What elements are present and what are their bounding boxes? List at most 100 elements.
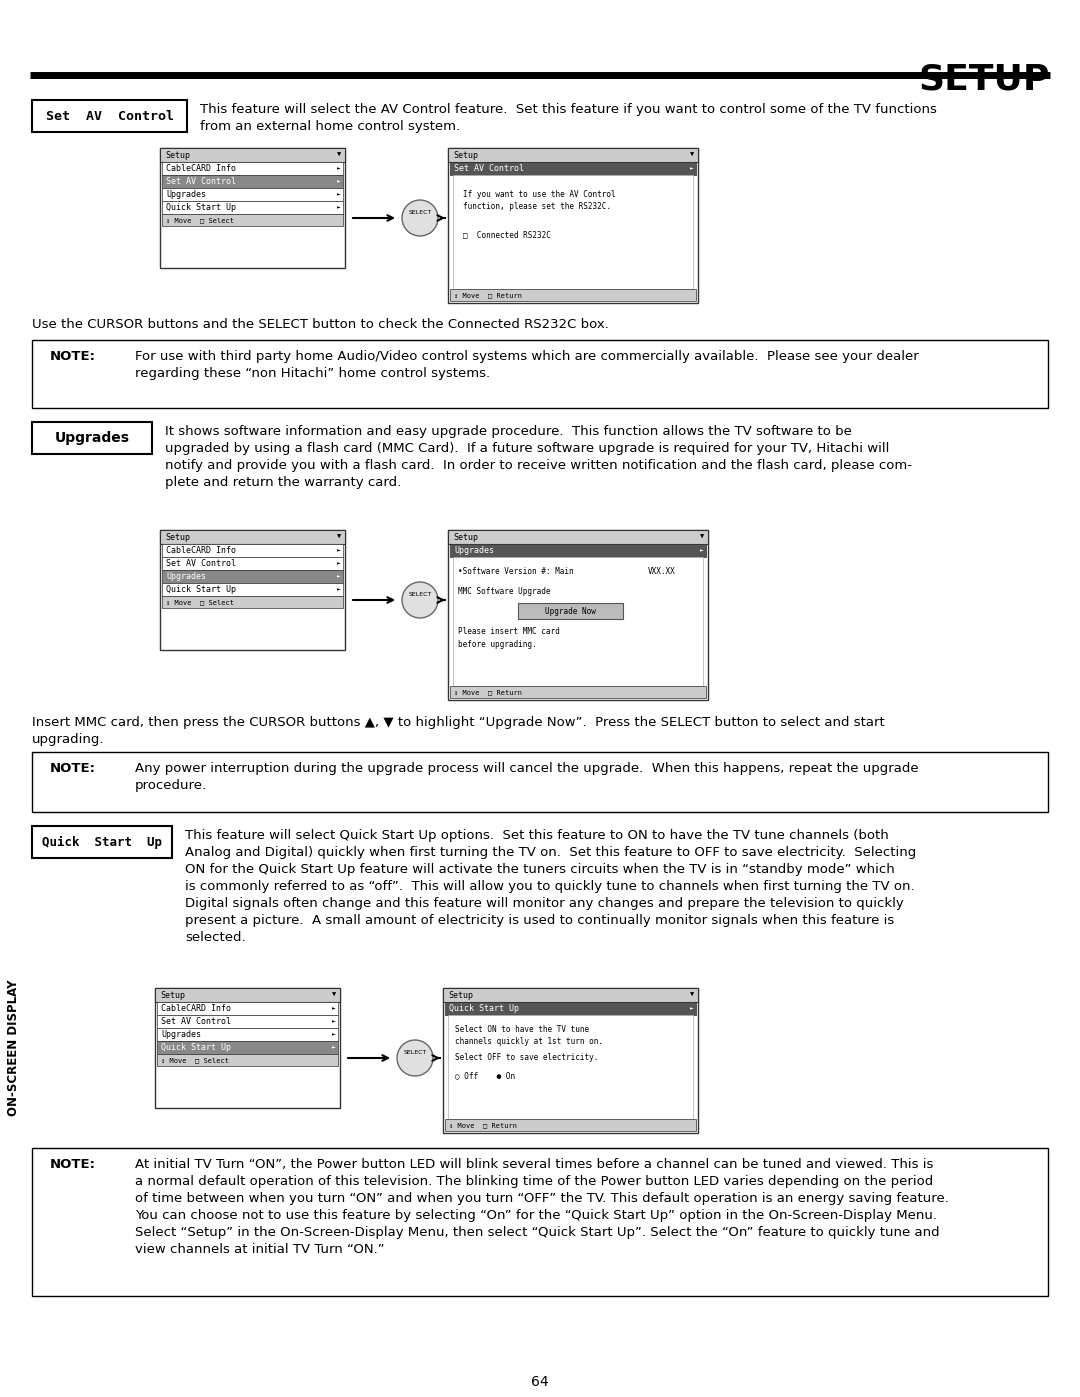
Text: Please insert MMC card: Please insert MMC card: [458, 627, 559, 636]
Bar: [160, 529, 345, 543]
Text: At initial TV Turn “ON”, the Power button LED will blink several times before a : At initial TV Turn “ON”, the Power butto…: [135, 1158, 949, 1256]
Text: SELECT: SELECT: [408, 211, 432, 215]
Text: ↕ Move  □ Return: ↕ Move □ Return: [449, 1122, 517, 1127]
Text: Setup: Setup: [165, 151, 190, 159]
Text: ►: ►: [337, 562, 341, 566]
Text: ►: ►: [337, 587, 341, 592]
Text: ►: ►: [337, 191, 341, 197]
Bar: [448, 1016, 693, 1119]
Bar: [160, 148, 345, 162]
Bar: [443, 988, 698, 1133]
Text: ►: ►: [333, 1018, 336, 1024]
Text: ►: ►: [337, 166, 341, 170]
Text: Quick Start Up: Quick Start Up: [166, 203, 237, 212]
Text: CableCARD Info: CableCARD Info: [166, 163, 237, 173]
Bar: [162, 583, 343, 597]
Circle shape: [402, 200, 438, 236]
Text: ▼: ▼: [337, 534, 341, 541]
Text: Set AV Control: Set AV Control: [454, 163, 524, 173]
Text: Quick  Start  Up: Quick Start Up: [42, 835, 162, 848]
Bar: [157, 1053, 338, 1066]
Text: ►: ►: [690, 166, 693, 170]
Text: Upgrades: Upgrades: [166, 190, 206, 198]
Text: Set AV Control: Set AV Control: [166, 177, 237, 186]
Bar: [162, 189, 343, 201]
Bar: [157, 1028, 338, 1041]
Circle shape: [402, 583, 438, 617]
Bar: [162, 162, 343, 175]
Text: It shows software information and easy upgrade procedure.  This function allows : It shows software information and easy u…: [165, 425, 912, 489]
Bar: [162, 597, 343, 608]
Text: NOTE:: NOTE:: [50, 351, 96, 363]
Text: Any power interruption during the upgrade process will cancel the upgrade.  When: Any power interruption during the upgrad…: [135, 761, 919, 792]
Bar: [453, 175, 693, 289]
Text: ↕ Move  □ Return: ↕ Move □ Return: [454, 689, 522, 694]
Text: NOTE:: NOTE:: [50, 761, 96, 775]
Text: ►: ►: [337, 548, 341, 553]
Text: ►: ►: [690, 1006, 693, 1011]
Text: NOTE:: NOTE:: [50, 1158, 96, 1171]
Text: ►: ►: [337, 205, 341, 210]
Bar: [448, 529, 708, 543]
Text: Select OFF to save electricity.: Select OFF to save electricity.: [455, 1053, 598, 1062]
Bar: [32, 1148, 1048, 1296]
Text: ▼: ▼: [690, 152, 694, 158]
Text: ↕ Move  □ Select: ↕ Move □ Select: [166, 599, 234, 605]
Text: This feature will select the AV Control feature.  Set this feature if you want t: This feature will select the AV Control …: [200, 103, 936, 133]
Text: SELECT: SELECT: [408, 592, 432, 598]
Bar: [162, 570, 343, 583]
Bar: [157, 1002, 338, 1016]
Circle shape: [397, 1039, 433, 1076]
Text: For use with third party home Audio/Video control systems which are commercially: For use with third party home Audio/Vide…: [135, 351, 919, 380]
Text: Upgrades: Upgrades: [454, 546, 494, 555]
Bar: [443, 988, 698, 1002]
Bar: [157, 1041, 338, 1053]
Text: Use the CURSOR buttons and the SELECT button to check the Connected RS232C box.: Use the CURSOR buttons and the SELECT bu…: [32, 319, 609, 331]
Bar: [32, 101, 187, 131]
Bar: [32, 826, 172, 858]
Text: Upgrades: Upgrades: [166, 571, 206, 581]
Text: Set AV Control: Set AV Control: [166, 559, 237, 569]
Bar: [32, 752, 1048, 812]
Text: before upgrading.: before upgrading.: [458, 640, 537, 650]
Text: ON-SCREEN DISPLAY: ON-SCREEN DISPLAY: [8, 979, 21, 1116]
Bar: [162, 214, 343, 226]
Text: ►: ►: [333, 1006, 336, 1011]
Text: Set  AV  Control: Set AV Control: [45, 109, 174, 123]
Text: SELECT: SELECT: [403, 1051, 427, 1056]
Bar: [445, 1119, 696, 1132]
Text: ▼: ▼: [332, 992, 336, 997]
Text: Upgrades: Upgrades: [161, 1030, 201, 1039]
Text: Set AV Control: Set AV Control: [161, 1017, 231, 1025]
Text: function, please set the RS232C.: function, please set the RS232C.: [463, 203, 611, 211]
Text: This feature will select Quick Start Up options.  Set this feature to ON to have: This feature will select Quick Start Up …: [185, 828, 916, 944]
Bar: [445, 1002, 696, 1016]
Bar: [450, 686, 706, 698]
Bar: [160, 529, 345, 650]
Text: ↕ Move  □ Select: ↕ Move □ Select: [166, 217, 234, 224]
Bar: [162, 557, 343, 570]
Text: Setup: Setup: [160, 990, 185, 999]
Text: SETUP: SETUP: [919, 63, 1050, 96]
Text: ▼: ▼: [337, 152, 341, 158]
Text: ▼: ▼: [700, 534, 704, 541]
Text: Insert MMC card, then press the CURSOR buttons ▲, ▼ to highlight “Upgrade Now”. : Insert MMC card, then press the CURSOR b…: [32, 717, 885, 746]
Text: Setup: Setup: [453, 151, 478, 159]
Text: ►: ►: [337, 179, 341, 184]
Text: CableCARD Info: CableCARD Info: [161, 1004, 231, 1013]
Bar: [162, 201, 343, 214]
Text: CableCARD Info: CableCARD Info: [166, 546, 237, 555]
Text: Quick Start Up: Quick Start Up: [166, 585, 237, 594]
Bar: [453, 557, 703, 686]
Bar: [160, 148, 345, 268]
Bar: [32, 422, 152, 454]
Text: Upgrades: Upgrades: [54, 432, 130, 446]
Text: Quick Start Up: Quick Start Up: [449, 1004, 519, 1013]
Text: MMC Software Upgrade: MMC Software Upgrade: [458, 587, 551, 597]
Text: Quick Start Up: Quick Start Up: [161, 1044, 231, 1052]
Text: channels quickly at 1st turn on.: channels quickly at 1st turn on.: [455, 1037, 603, 1046]
Text: ○ Off    ● On: ○ Off ● On: [455, 1071, 515, 1080]
Bar: [450, 162, 696, 175]
Bar: [450, 543, 706, 557]
Text: ►: ►: [337, 574, 341, 578]
